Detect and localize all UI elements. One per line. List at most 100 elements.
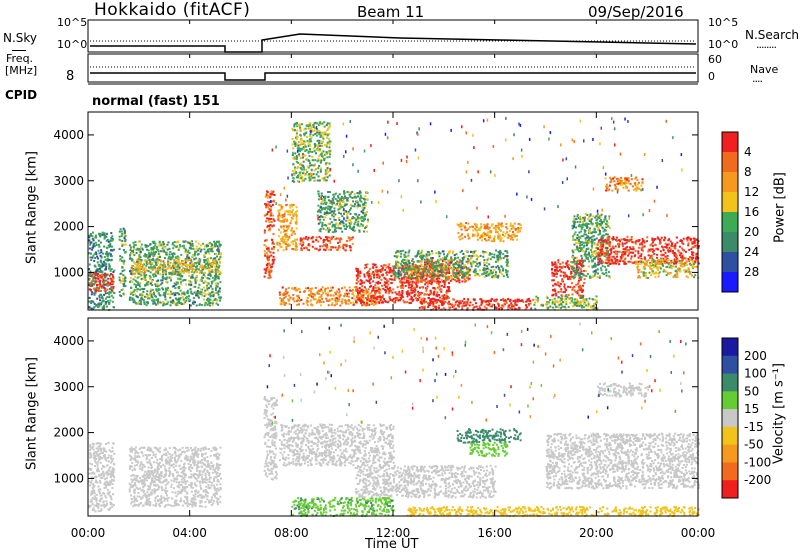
power-echo-pixel	[208, 272, 211, 275]
power-echo-pixel	[120, 295, 123, 297]
power-echo-pixel	[144, 266, 147, 269]
power-echo-pixel	[516, 231, 519, 234]
power-echo-pixel	[319, 248, 321, 251]
power-echo-pixel	[332, 224, 335, 226]
power-echo-pixel	[206, 287, 209, 290]
power-echo-pixel	[420, 263, 423, 266]
power-echo-pixel	[599, 215, 602, 218]
power-echo-pixel	[181, 279, 184, 282]
power-echo-pixel	[340, 204, 343, 207]
power-echo-pixel	[392, 267, 395, 270]
power-echo-pixel	[145, 244, 148, 247]
power-echo-pixel	[427, 282, 430, 285]
power-echo-pixel	[484, 226, 487, 228]
power-echo-pixel	[168, 276, 171, 279]
power-echo-pixel	[390, 271, 393, 274]
power-echo-pixel	[154, 242, 157, 245]
power-echo-pixel	[452, 274, 455, 277]
power-echo-pixel	[194, 280, 197, 283]
power-echo-pixel	[157, 250, 160, 253]
power-echo-pixel	[148, 258, 151, 261]
power-echo-pixel	[570, 272, 573, 275]
power-echo-pixel	[163, 294, 166, 297]
power-echo-pixel	[111, 278, 114, 281]
power-echo-pixel	[357, 195, 359, 198]
power-echo-pixel	[335, 292, 337, 295]
power-echo-pixel	[185, 283, 188, 286]
power-echo-pixel	[178, 301, 181, 304]
power-echo-pixel	[463, 225, 466, 228]
power-echo-pixel	[406, 301, 409, 303]
power-echo-pixel	[175, 246, 178, 249]
power-echo-pixel	[414, 255, 417, 258]
power-echo-pixel	[327, 304, 330, 307]
power-echo-pixel	[106, 288, 109, 291]
power-echo-pixel	[105, 279, 108, 282]
power-echo-pixel	[571, 239, 574, 241]
power-echo-pixel	[573, 289, 576, 292]
power-echo-pixel	[372, 266, 375, 269]
power-echo-pixel	[423, 274, 426, 277]
power-echo-pixel	[196, 293, 199, 296]
power-echo-pixel	[266, 213, 269, 215]
power-echo-pixel	[373, 303, 375, 306]
power-echo-pixel	[497, 235, 500, 238]
power-echo-pixel	[479, 263, 481, 266]
power-echo-pixel	[459, 238, 462, 241]
power-echo-pixel	[174, 262, 177, 265]
power-echo-pixel	[186, 268, 189, 271]
power-echo-pixel	[204, 301, 207, 304]
power-echo-pixel	[408, 265, 411, 267]
power-echo-pixel	[277, 249, 279, 252]
power-echo-pixel	[353, 229, 356, 232]
power-echo-pixel	[465, 304, 467, 307]
power-echo-pixel	[384, 264, 387, 267]
power-echo-pixel	[489, 305, 492, 308]
power-echo-pixel	[168, 264, 171, 267]
power-echo-pixel	[359, 194, 362, 197]
power-echo-pixel	[93, 242, 95, 245]
power-echo-pixel	[457, 236, 460, 239]
power-echo-pixel	[574, 290, 577, 293]
power-echo-pixel	[384, 278, 387, 280]
power-echo-pixel	[460, 268, 463, 271]
power-echo-pixel	[360, 300, 363, 303]
power-echo-pixel	[268, 274, 271, 276]
power-echo-pixel	[456, 275, 459, 278]
power-echo-pixel	[196, 289, 199, 292]
power-echo-pixel	[376, 295, 379, 298]
power-echo-pixel	[485, 274, 488, 277]
power-echo-pixel	[270, 190, 273, 193]
power-echo-pixel	[555, 265, 558, 268]
power-echo-pixel	[178, 273, 180, 276]
power-echo-pixel	[131, 297, 134, 300]
power-echo-pixel	[91, 291, 94, 294]
power-echo-pixel	[447, 297, 450, 299]
power-echo-pixel	[206, 261, 209, 264]
power-echo-pixel	[104, 283, 107, 286]
power-echo-pixel	[171, 256, 174, 259]
power-echo-pixel	[102, 278, 105, 281]
power-echo-pixel	[345, 240, 348, 242]
power-echo-pixel	[284, 218, 286, 221]
power-echo-pixel	[99, 289, 102, 292]
power-echo-pixel	[208, 277, 211, 280]
power-echo-pixel	[166, 261, 169, 264]
power-echo-pixel	[157, 252, 160, 255]
power-echo-pixel	[365, 304, 368, 307]
power-echo-pixel	[272, 214, 275, 217]
power-echo-pixel	[329, 248, 332, 251]
power-echo-pixel	[445, 269, 448, 271]
power-echo-pixel	[493, 227, 496, 229]
power-echo-pixel	[137, 240, 140, 243]
power-echo-pixel	[414, 263, 417, 266]
power-echo-pixel	[96, 255, 99, 258]
power-echo-pixel	[283, 239, 286, 241]
power-echo-pixel	[287, 299, 290, 302]
power-echo-pixel	[101, 265, 104, 268]
power-echo-pixel	[309, 300, 312, 303]
power-echo-pixel	[102, 285, 105, 288]
power-echo-pixel	[158, 244, 161, 247]
power-echo-pixel	[272, 261, 275, 264]
power-echo-pixel	[403, 254, 406, 256]
